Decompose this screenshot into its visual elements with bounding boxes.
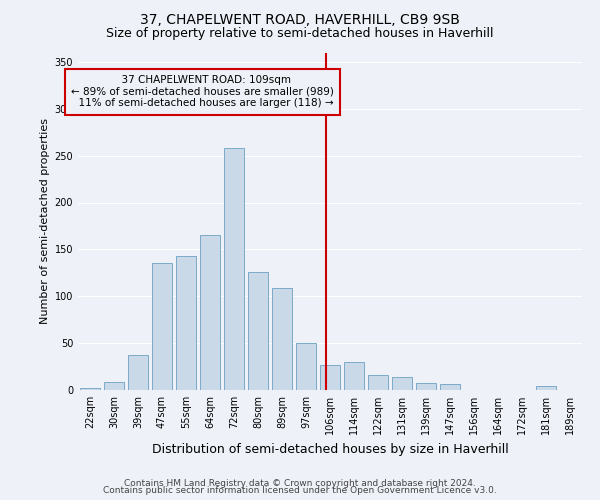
Bar: [224, 148, 244, 390]
X-axis label: Distribution of semi-detached houses by size in Haverhill: Distribution of semi-detached houses by …: [152, 442, 508, 456]
Bar: [344, 362, 364, 390]
Bar: [176, 256, 196, 390]
Bar: [128, 356, 148, 390]
Text: 37 CHAPELWENT ROAD: 109sqm
← 89% of semi-detached houses are smaller (989)
  11%: 37 CHAPELWENT ROAD: 109sqm ← 89% of semi…: [71, 76, 334, 108]
Bar: [392, 377, 412, 390]
Text: Size of property relative to semi-detached houses in Haverhill: Size of property relative to semi-detach…: [106, 28, 494, 40]
Bar: [272, 288, 292, 390]
Bar: [248, 272, 268, 390]
Bar: [416, 384, 436, 390]
Y-axis label: Number of semi-detached properties: Number of semi-detached properties: [40, 118, 50, 324]
Bar: [368, 375, 388, 390]
Bar: [152, 264, 172, 390]
Text: Contains public sector information licensed under the Open Government Licence v3: Contains public sector information licen…: [103, 486, 497, 495]
Bar: [296, 343, 316, 390]
Text: 37, CHAPELWENT ROAD, HAVERHILL, CB9 9SB: 37, CHAPELWENT ROAD, HAVERHILL, CB9 9SB: [140, 12, 460, 26]
Text: Contains HM Land Registry data © Crown copyright and database right 2024.: Contains HM Land Registry data © Crown c…: [124, 478, 476, 488]
Bar: [320, 364, 340, 390]
Bar: [536, 386, 556, 390]
Bar: [80, 388, 100, 390]
Bar: [440, 384, 460, 390]
Bar: [200, 236, 220, 390]
Bar: [104, 382, 124, 390]
